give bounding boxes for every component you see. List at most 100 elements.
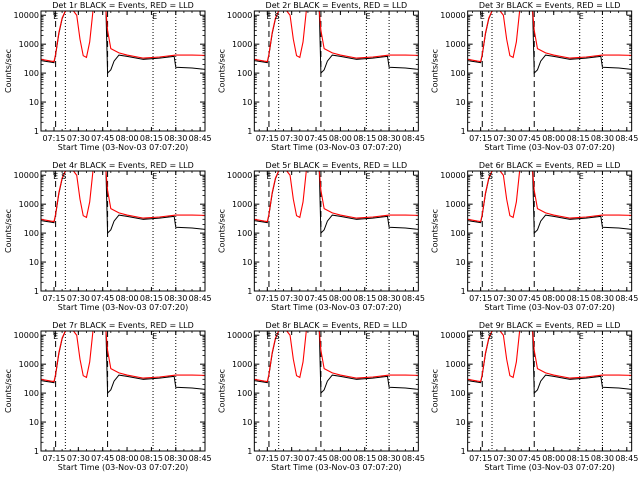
y-tick-label: 1000 [445,360,465,369]
x-tick-label: 07:15 [469,134,492,143]
panel-title: Det 2r BLACK = Events, RED = LLD [266,1,408,10]
panel-title: Det 8r BLACK = Events, RED = LLD [266,321,408,330]
x-tick-label: 07:45 [518,454,541,463]
event-marker-label: E [480,332,485,341]
x-tick-label: 08:00 [542,454,565,463]
plot-frame [467,10,633,132]
panel-title: Det 6r BLACK = Events, RED = LLD [479,161,621,170]
event-marker-label: E [480,172,485,181]
y-tick-label: 1000 [19,40,39,49]
x-axis-label: Start Time (03-Nov-03 07:07:20) [484,303,614,312]
y-tick-label: 10 [29,418,39,427]
panel-title: Det 7r BLACK = Events, RED = LLD [52,321,194,330]
y-tick-label: 1 [461,127,466,136]
y-tick-label: 100 [237,389,252,398]
y-tick-label: 10000 [14,171,39,180]
panel-title: Det 9r BLACK = Events, RED = LLD [479,321,621,330]
event-marker-label: E [266,12,271,21]
x-axis-label: Start Time (03-Nov-03 07:07:20) [271,463,401,472]
y-tick-label: 1000 [232,40,252,49]
x-tick-label: 08:45 [189,294,212,303]
event-marker-label: S [275,12,280,21]
y-tick-label: 100 [237,229,252,238]
event-marker-label: E [152,172,157,181]
x-tick-label: 08:00 [116,294,139,303]
series-line-lld [467,331,632,383]
x-tick-label: 07:30 [67,454,90,463]
event-marker-label: E [266,172,271,181]
detector-panel-1: Det 1r BLACK = Events, RED = LLD Counts/s… [4,1,212,152]
x-tick-label: 08:00 [329,454,352,463]
y-tick-label: 10000 [440,171,465,180]
y-tick-label: 1 [247,287,252,296]
y-axis-label: Counts/sec [431,209,440,253]
x-tick-label: 08:30 [591,134,614,143]
panel-title: Det 4r BLACK = Events, RED = LLD [52,161,194,170]
y-tick-label: 10000 [440,11,465,20]
x-tick-label: 08:45 [615,454,638,463]
plot-frame [40,170,206,292]
y-tick-label: 10 [242,418,252,427]
y-tick-label: 1000 [19,360,39,369]
plot-frame [253,10,419,132]
x-tick-label: 08:15 [353,134,376,143]
y-axis-label: Counts/sec [4,49,13,93]
x-tick-label: 08:00 [329,294,352,303]
detector-panel-3: Det 3r BLACK = Events, RED = LLD Counts/s… [431,1,639,152]
plot-frame [253,330,419,452]
x-axis-label: Start Time (03-Nov-03 07:07:20) [58,303,188,312]
x-tick-label: 08:45 [189,454,212,463]
series-line-lld [254,11,419,63]
y-tick-label: 100 [450,389,465,398]
y-tick-label: 10000 [14,11,39,20]
event-marker-label: E [152,12,157,21]
x-tick-label: 07:30 [280,454,303,463]
y-axis-label: Counts/sec [217,369,226,413]
x-tick-label: 08:15 [140,454,163,463]
x-tick-label: 07:30 [493,294,516,303]
y-axis-label: Counts/sec [4,369,13,413]
x-axis-label: Start Time (03-Nov-03 07:07:20) [58,463,188,472]
series-line-lld [254,331,419,383]
x-tick-label: 08:15 [140,294,163,303]
x-axis-label: Start Time (03-Nov-03 07:07:20) [271,143,401,152]
x-tick-label: 08:15 [353,454,376,463]
series-line-lld [41,171,205,223]
detector-panel-6: Det 6r BLACK = Events, RED = LLD Counts/s… [431,161,639,312]
x-tick-label: 07:45 [305,454,328,463]
y-axis-label: Counts/sec [431,49,440,93]
y-tick-label: 1 [34,287,39,296]
detector-panel-8: Det 8r BLACK = Events, RED = LLD Counts/s… [217,321,425,472]
x-tick-label: 08:45 [615,294,638,303]
plot-frame [40,10,206,132]
x-tick-label: 08:00 [542,294,565,303]
series-line-lld [41,331,205,383]
series-line-lld [467,171,632,223]
event-marker-label: E [579,12,584,21]
x-tick-label: 07:45 [91,294,114,303]
event-marker-label: E [365,332,370,341]
event-marker-label: E [579,172,584,181]
x-tick-label: 08:15 [567,134,590,143]
x-tick-label: 08:45 [402,454,425,463]
y-tick-label: 1 [461,287,466,296]
event-marker-label: E [266,332,271,341]
event-marker-label: E [365,172,370,181]
y-tick-label: 1 [247,127,252,136]
y-tick-label: 100 [237,69,252,78]
y-tick-label: 10000 [227,331,252,340]
x-tick-label: 08:30 [378,134,401,143]
y-tick-label: 100 [24,229,39,238]
x-tick-label: 07:15 [42,294,65,303]
x-tick-label: 08:30 [164,134,187,143]
x-tick-label: 08:00 [116,134,139,143]
event-marker-label: S [488,172,493,181]
x-tick-label: 07:30 [493,134,516,143]
x-tick-label: 08:45 [189,134,212,143]
y-tick-label: 10 [242,258,252,267]
x-tick-label: 07:30 [493,454,516,463]
y-tick-label: 10000 [440,331,465,340]
y-tick-label: 100 [450,229,465,238]
x-tick-label: 08:30 [591,294,614,303]
y-tick-label: 100 [450,69,465,78]
